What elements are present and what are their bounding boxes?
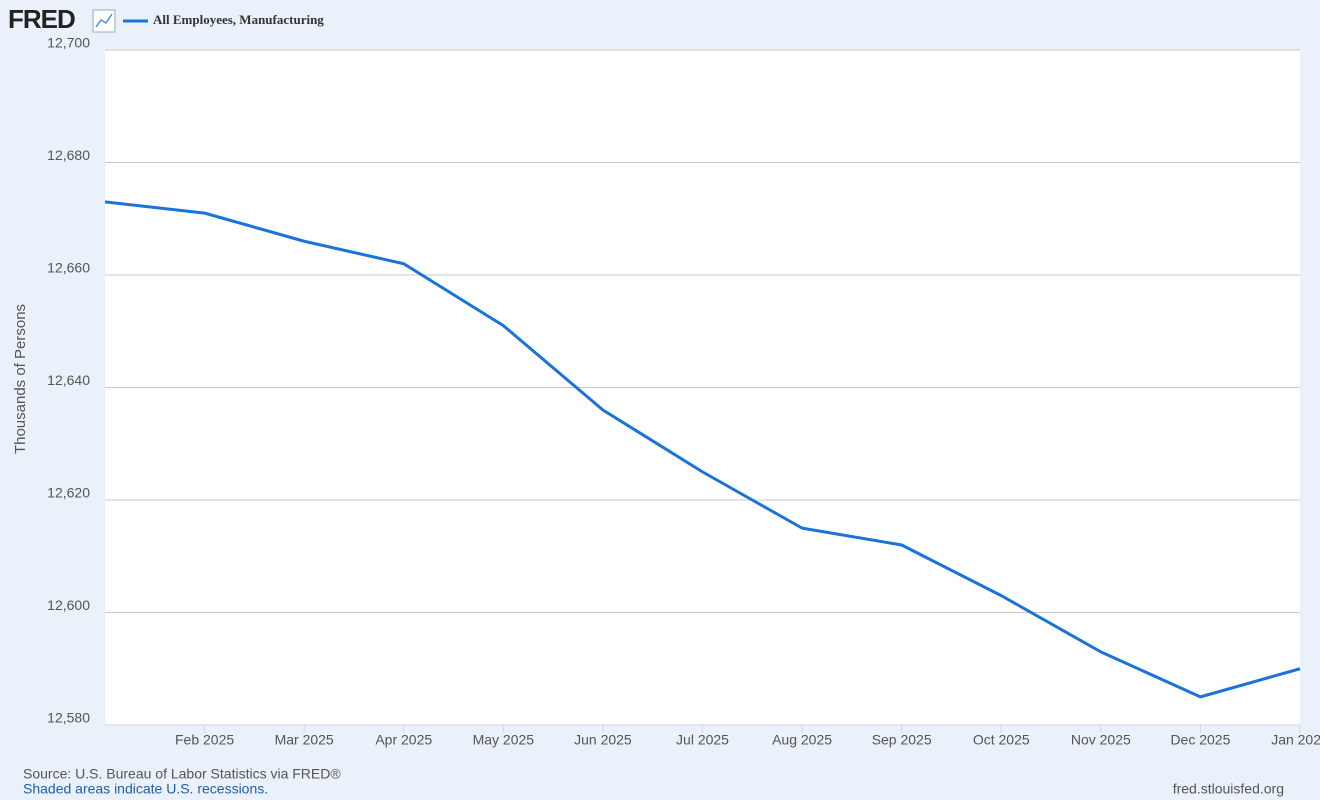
x-tick-label: Nov 2025 bbox=[1071, 732, 1131, 748]
y-tick-label: 12,620 bbox=[47, 485, 90, 501]
y-tick-label: 12,600 bbox=[47, 597, 90, 613]
x-tick-label: Jan 2026 bbox=[1271, 732, 1320, 748]
recession-note[interactable]: Shaded areas indicate U.S. recessions. bbox=[23, 781, 268, 797]
x-tick-label: Jul 2025 bbox=[676, 732, 729, 748]
website[interactable]: fred.stlouisfed.org bbox=[1173, 781, 1284, 797]
x-tick-label: Sep 2025 bbox=[872, 732, 932, 748]
logo: FRED bbox=[8, 4, 75, 34]
logo-icon bbox=[92, 9, 116, 33]
y-tick-label: 12,660 bbox=[47, 260, 90, 276]
x-tick-label: Dec 2025 bbox=[1170, 732, 1230, 748]
x-tick-label: Mar 2025 bbox=[275, 732, 334, 748]
series-line bbox=[104, 200, 1301, 699]
source: Source: U.S. Bureau of Labor Statistics … bbox=[23, 766, 341, 782]
y-tick-label: 12,700 bbox=[47, 35, 90, 51]
x-tick-label: Feb 2025 bbox=[175, 732, 234, 748]
x-tick-label: Aug 2025 bbox=[772, 732, 832, 748]
y-tick-label: 12,680 bbox=[47, 147, 90, 163]
x-tick-label: Jun 2025 bbox=[574, 732, 632, 748]
x-tick-label: Apr 2025 bbox=[375, 732, 432, 748]
legend-label: All Employees, Manufacturing bbox=[153, 12, 324, 27]
x-tick-label: May 2025 bbox=[473, 732, 535, 748]
y-axis-label: Thousands of Persons bbox=[12, 304, 29, 454]
y-tick-label: 12,640 bbox=[47, 372, 90, 388]
y-tick-label: 12,580 bbox=[47, 710, 90, 726]
x-tick-label: Oct 2025 bbox=[973, 732, 1030, 748]
